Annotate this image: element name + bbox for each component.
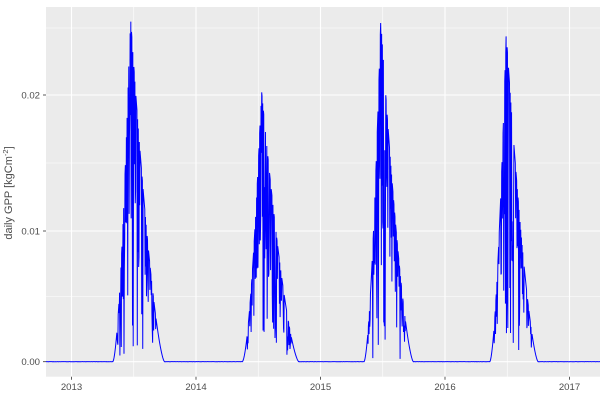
svg-text:0.01: 0.01	[21, 227, 40, 238]
svg-text:0.02: 0.02	[21, 91, 40, 102]
svg-text:2015: 2015	[310, 382, 331, 393]
svg-text:2014: 2014	[185, 382, 207, 393]
svg-text:2016: 2016	[434, 382, 455, 393]
svg-text:2017: 2017	[559, 382, 580, 393]
svg-text:2013: 2013	[61, 382, 82, 393]
svg-text:0.00: 0.00	[21, 357, 40, 368]
svg-text:daily GPP [kgCm-2]: daily GPP [kgCm-2]	[1, 146, 16, 239]
